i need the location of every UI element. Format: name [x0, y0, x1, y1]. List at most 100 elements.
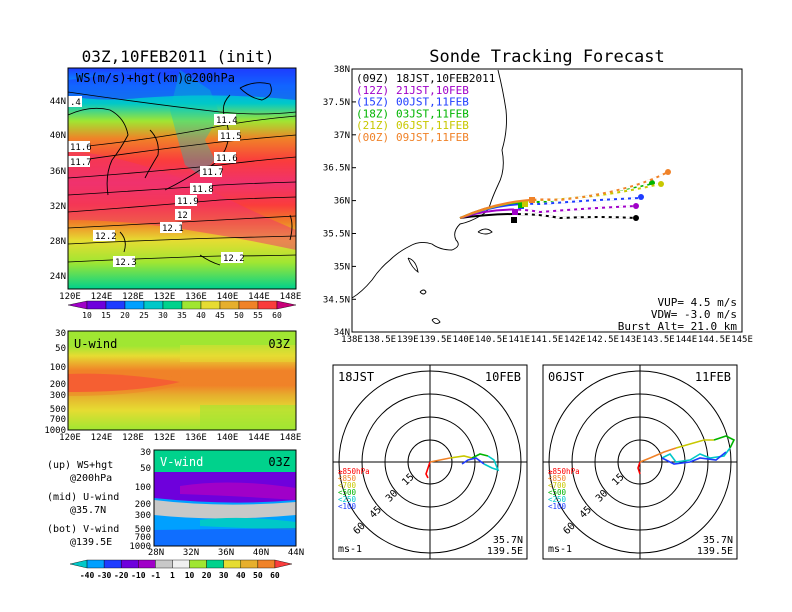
contour-labels: 11.4 11.5 11.6 11.6 11.7 11.7 11.8 11.9 … [68, 96, 245, 268]
track-burst-marker [522, 201, 528, 207]
hodo-level-label: <100 [548, 502, 567, 511]
hodo-trace [429, 457, 451, 463]
ws-colorbar-swatch [200, 300, 221, 310]
param-vup: VUP= 4.5 m/s [658, 296, 737, 309]
track-burst-marker [518, 202, 524, 208]
uwind-lon-tick: 120E [59, 433, 81, 443]
hodo-level-label: <500 [548, 488, 567, 497]
tracking-lon-tick: 143E [620, 335, 642, 345]
vwind-lat-tick: 44N [288, 548, 304, 558]
track-dash-mask [459, 182, 653, 220]
track-burst-marker [529, 197, 535, 203]
tracking-lon-tick: 142E [564, 335, 586, 345]
hodo-level-label: <250 [338, 495, 357, 504]
vwind-colorbar-label: 60 [270, 571, 280, 580]
note-up-line2: @200hPa [70, 473, 112, 484]
svg-text:11.4: 11.4 [216, 116, 238, 126]
note-bot-line2: @139.5E [70, 537, 112, 548]
vwind-pressure-tick: 300 [135, 511, 151, 521]
legend-notes: (up) WS+hgt @200hPa (mid) U-wind @35.7N … [47, 460, 119, 548]
ws-colorbar-label: 10 [82, 311, 92, 320]
uwind-lon-tick: 132E [154, 433, 176, 443]
vwind-colorbar-label: 40 [236, 571, 246, 580]
tracking-lat-tick: 36N [334, 197, 350, 207]
svg-text:12.2: 12.2 [95, 232, 117, 242]
uwind-lon-tick: 124E [91, 433, 113, 443]
track-landing-marker [658, 181, 664, 187]
ws-lat-tick-group: 44N 40N 36N 32N 28N 24N [50, 97, 66, 282]
vwind-colorbar: -40 -30 -20 -10 -1 1 10 20 30 40 50 60 [69, 559, 293, 580]
uwind-pressure-tick: 1000 [44, 426, 66, 436]
hodo-level-label: <850 [548, 474, 567, 483]
ws-colorbar-label: 35 [177, 311, 187, 320]
track-line [459, 213, 637, 220]
hodo1-unit: ms-1 [338, 544, 362, 555]
uwind-lon-tick: 140E [217, 433, 239, 443]
vwind-pressure-tick: 100 [135, 483, 151, 493]
tracking-lon-tick: 140E [453, 335, 475, 345]
svg-text:12.3: 12.3 [115, 258, 137, 268]
svg-text:12.2: 12.2 [223, 254, 245, 264]
vwind-lat-tick: 40N [253, 548, 269, 558]
hodo1-lon: 139.5E [487, 546, 523, 557]
ws-lat-tick: 24N [50, 272, 66, 282]
track-legend-text: 18JST,10FEB2011 [396, 72, 495, 85]
track-burst-marker [512, 209, 518, 215]
tracking-lat-tick: 35N [334, 262, 350, 272]
track-landing-marker [633, 203, 639, 209]
ws-colorbar-label: 60 [272, 311, 282, 320]
hodo-trace [425, 461, 431, 479]
ws-colorbar-label: 50 [234, 311, 244, 320]
ws-colorbar-label: 40 [196, 311, 206, 320]
ws-lon-tick: 132E [154, 292, 176, 302]
hodo-trace [639, 447, 677, 463]
ws-colorbar-swatch [257, 300, 278, 310]
track-legend-code: (09Z) [356, 72, 389, 85]
vwind-colorbar-label: 50 [253, 571, 263, 580]
svg-text:11.5: 11.5 [220, 132, 242, 142]
tracking-lat-tick: 34.5N [323, 295, 350, 305]
track-legend-code: (18Z) [356, 107, 389, 120]
left-title: 03Z,10FEB2011 (init) [82, 47, 275, 66]
hodo2-lat: 35.7N [703, 535, 733, 546]
svg-text:11.6: 11.6 [70, 143, 92, 153]
tracking-lon-tick: 141E [508, 335, 530, 345]
svg-text:.4: .4 [70, 98, 81, 108]
hodograph-2: 06JST 11FEB ms-1 35.7N 139.5E 15304560≥8… [542, 364, 738, 560]
hodo1-date: 10FEB [485, 370, 521, 384]
vwind-colorbar-swatch [86, 559, 105, 569]
vwind-colorbar-label: 30 [219, 571, 229, 580]
hodograph-1: 18JST 10FEB ms-1 35.7N 139.5E 15304560≥8… [332, 364, 528, 560]
ws-colorbar-swatch [276, 300, 297, 310]
uwind-lon-tick: 136E [185, 433, 207, 443]
hodo-trace [713, 435, 736, 449]
tracking-lon-tick: 145E [731, 335, 753, 345]
track-dash-mask [459, 182, 661, 220]
hodo2-lon: 139.5E [697, 546, 733, 557]
vwind-label: V-wind [160, 455, 203, 469]
hodo-level-label: <100 [338, 502, 357, 511]
vwind-colorbar-swatch [121, 559, 139, 569]
vwind-colorbar-swatch [69, 559, 88, 569]
note-up-line1: (up) WS+hgt [47, 460, 113, 471]
svg-text:11.8: 11.8 [192, 185, 214, 195]
tracking-lat-tick: 37.5N [323, 98, 350, 108]
hodo-trace [661, 451, 727, 465]
vwind-colorbar-label: -1 [151, 571, 161, 580]
ws-colorbar-label: 25 [139, 311, 149, 320]
ws-lon-tick-group: 120E 124E 128E 132E 136E 140E 144E 148E [59, 292, 301, 302]
param-vdw: VDW= -3.0 m/s [651, 308, 737, 321]
track-legend-text: 06JST,11FEB [396, 119, 469, 132]
vwind-colorbar-label: 20 [202, 571, 212, 580]
vwind-colorbar-label: 1 [170, 571, 175, 580]
ws-colorbar-swatch [238, 300, 259, 310]
vwind-colorbar-swatch [223, 559, 241, 569]
tracking-panel: Sonde Tracking Forecast (09Z) 18JST,10FEB… [323, 47, 753, 345]
tracking-lon-tick: 139E [397, 335, 419, 345]
tracking-lat-tick: 36.5N [323, 164, 350, 174]
ws-lon-tick: 136E [185, 292, 207, 302]
vwind-time: 03Z [268, 455, 290, 469]
right-title: Sonde Tracking Forecast [429, 47, 664, 67]
